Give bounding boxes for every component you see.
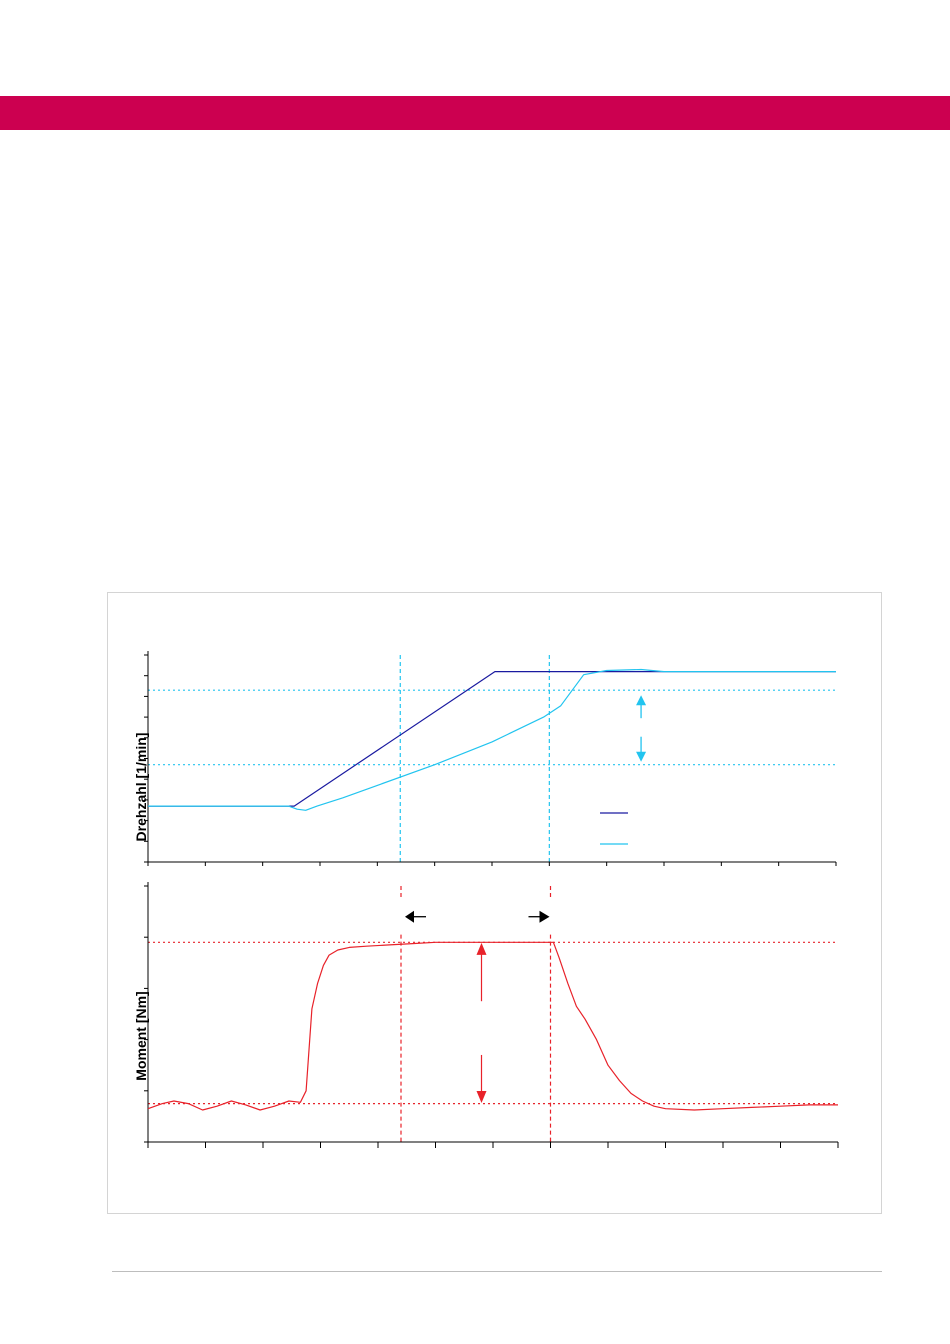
speed-y-axis-title: Drehzahl [1/min] bbox=[133, 733, 149, 842]
speed-series-group bbox=[148, 668, 836, 811]
torque-series-line-0 bbox=[147, 941, 838, 1111]
speed-legend bbox=[600, 812, 628, 845]
figure-frame bbox=[107, 592, 882, 1214]
torque-annotations bbox=[405, 910, 550, 1104]
speed-axes bbox=[144, 651, 837, 866]
torque-annotation-arrow-right-head bbox=[539, 910, 550, 923]
speed-reference-lines bbox=[148, 655, 836, 862]
speed-annotation-double-arrow-lower-head bbox=[636, 751, 647, 762]
torque-y-axis-title: Moment [Nm] bbox=[133, 991, 149, 1080]
torque-reference-lines bbox=[148, 886, 838, 1142]
speed-annotation-double-arrow-upper-head bbox=[636, 695, 647, 706]
speed-series-line-0 bbox=[148, 670, 836, 807]
torque-annotation-arrow-up-head bbox=[476, 942, 487, 955]
torque-axes bbox=[144, 882, 839, 1148]
speed-annotations bbox=[636, 695, 647, 762]
torque-series-group bbox=[147, 941, 838, 1111]
brand-header-bar bbox=[0, 96, 950, 130]
speed-panel: Drehzahl [1/min] bbox=[133, 651, 837, 866]
footer-rule bbox=[112, 1271, 882, 1272]
torque-annotation-arrow-down-head bbox=[476, 1091, 487, 1104]
torque-panel: Moment [Nm] bbox=[133, 882, 839, 1148]
speed-series-line-1 bbox=[148, 668, 836, 811]
torque-annotation-arrow-left-head bbox=[405, 910, 414, 923]
